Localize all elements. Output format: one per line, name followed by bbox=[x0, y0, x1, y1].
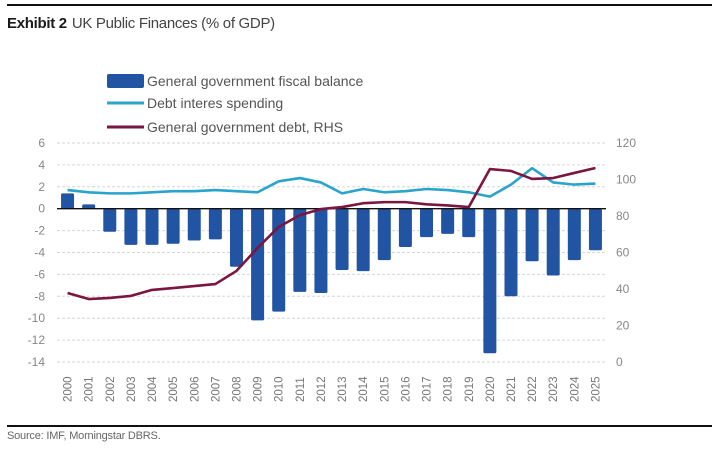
bar-2018 bbox=[441, 208, 455, 234]
bar-2010 bbox=[272, 208, 286, 312]
bottom-rule bbox=[7, 425, 712, 427]
y-tick-label: -12 bbox=[28, 333, 46, 347]
legend-swatch-bar bbox=[107, 74, 144, 88]
legend-item-fiscal-balance: General government fiscal balance bbox=[107, 73, 364, 89]
bar-2006 bbox=[187, 208, 201, 241]
y-tick-label: -6 bbox=[34, 267, 45, 281]
x-tick-label: 2013 bbox=[337, 376, 349, 402]
x-tick-label: 2000 bbox=[63, 376, 75, 402]
bar-2001 bbox=[82, 204, 96, 209]
legend-label-fiscal-balance: General government fiscal balance bbox=[147, 73, 364, 89]
bar-2020 bbox=[483, 208, 497, 354]
bar-2004 bbox=[145, 208, 159, 245]
y-tick-label: -2 bbox=[34, 224, 45, 238]
x-tick-label: 2005 bbox=[168, 376, 180, 402]
bar-2014 bbox=[356, 208, 370, 272]
y-tick-label: 2 bbox=[38, 180, 45, 194]
x-tick-label: 2023 bbox=[548, 376, 560, 402]
bar-2019 bbox=[462, 208, 476, 238]
x-tick-label: 2015 bbox=[379, 376, 391, 402]
y-axis-right: 120 100 80 60 40 20 0 bbox=[616, 136, 636, 369]
x-tick-label: 2012 bbox=[316, 376, 328, 402]
bar-2002 bbox=[103, 208, 117, 232]
x-tick-label: 2002 bbox=[105, 376, 117, 402]
bar-2009 bbox=[251, 208, 265, 321]
x-tick-label: 2009 bbox=[253, 376, 265, 402]
legend-label-debt: General government debt, RHS bbox=[147, 119, 343, 135]
x-tick-label: 2004 bbox=[147, 376, 159, 402]
x-tick-label: 2008 bbox=[231, 376, 243, 402]
y2-tick-label: 60 bbox=[616, 246, 630, 260]
bar-2008 bbox=[229, 208, 243, 267]
legend-item-debt: General government debt, RHS bbox=[107, 119, 343, 135]
y2-tick-label: 80 bbox=[616, 209, 630, 223]
x-tick-label: 2017 bbox=[422, 376, 434, 402]
x-tick-label: 2007 bbox=[210, 376, 222, 402]
y2-tick-label: 100 bbox=[616, 173, 636, 187]
line-government-debt bbox=[67, 166, 596, 301]
legend-label-interest: Debt interes spending bbox=[147, 95, 283, 111]
x-tick-label: 2014 bbox=[358, 376, 370, 402]
y-tick-label: -8 bbox=[34, 289, 45, 303]
exhibit-title: UK Public Finances (% of GDP) bbox=[71, 15, 275, 32]
x-tick-label: 2024 bbox=[569, 376, 581, 402]
x-tick-label: 2011 bbox=[295, 377, 307, 402]
x-tick-label: 2025 bbox=[590, 376, 602, 402]
bar-2011 bbox=[293, 208, 307, 292]
y2-tick-label: 120 bbox=[616, 136, 636, 150]
legend-swatch-debt-line bbox=[107, 125, 144, 129]
bar-2025 bbox=[588, 208, 602, 251]
y-axis-left: 6 4 2 0 -2 -4 -6 -8 -10 -12 -14 bbox=[28, 136, 46, 369]
x-tick-label: 2010 bbox=[274, 376, 286, 402]
y-tick-label: -10 bbox=[28, 311, 46, 325]
bar-2012 bbox=[314, 208, 328, 294]
top-rule bbox=[7, 4, 712, 6]
bar-2024 bbox=[567, 208, 581, 261]
bar-2017 bbox=[420, 208, 434, 238]
x-tick-label: 2019 bbox=[464, 376, 476, 402]
x-tick-label: 2016 bbox=[400, 376, 412, 402]
x-tick-label: 2021 bbox=[506, 376, 518, 402]
x-axis: 2000 2001 2002 2003 2004 2005 2006 2007 2008 2009… bbox=[63, 376, 603, 402]
y-tick-label: 4 bbox=[38, 158, 45, 172]
y2-tick-label: 0 bbox=[616, 355, 623, 369]
exhibit-label: Exhibit 2 bbox=[7, 15, 67, 32]
x-tick-label: 2020 bbox=[485, 376, 497, 402]
legend-swatch-interest-line bbox=[107, 101, 144, 105]
source-note: Source: IMF, Morningstar DBRS. bbox=[7, 430, 161, 442]
bar-2015 bbox=[377, 208, 391, 261]
bars-fiscal-balance bbox=[61, 193, 602, 354]
y-tick-label: -14 bbox=[28, 355, 46, 369]
bar-2013 bbox=[335, 208, 349, 271]
chart-title: Exhibit 2 UK Public Finances (% of GDP) bbox=[7, 15, 275, 32]
x-tick-label: 2022 bbox=[527, 376, 539, 402]
y2-tick-label: 40 bbox=[616, 282, 630, 296]
x-tick-label: 2003 bbox=[126, 376, 138, 402]
bar-2007 bbox=[208, 208, 222, 240]
bar-2023 bbox=[546, 208, 560, 276]
bar-2003 bbox=[124, 208, 138, 245]
y-tick-label: 0 bbox=[38, 202, 45, 216]
bar-2022 bbox=[525, 208, 539, 262]
legend-item-interest: Debt interes spending bbox=[107, 95, 283, 111]
bar-2021 bbox=[504, 208, 518, 297]
x-tick-label: 2001 bbox=[84, 376, 96, 402]
line-debt-interest bbox=[67, 166, 596, 198]
y-tick-label: -4 bbox=[34, 246, 45, 260]
x-tick-label: 2018 bbox=[443, 376, 455, 402]
legend: General government fiscal balance Debt i… bbox=[107, 73, 364, 135]
y2-tick-label: 20 bbox=[616, 319, 630, 333]
bar-2016 bbox=[398, 208, 412, 248]
bar-2000 bbox=[61, 193, 75, 209]
x-tick-label: 2006 bbox=[189, 376, 201, 402]
line-series bbox=[67, 166, 596, 301]
y-tick-label: 6 bbox=[38, 136, 45, 150]
bar-2005 bbox=[166, 208, 180, 244]
